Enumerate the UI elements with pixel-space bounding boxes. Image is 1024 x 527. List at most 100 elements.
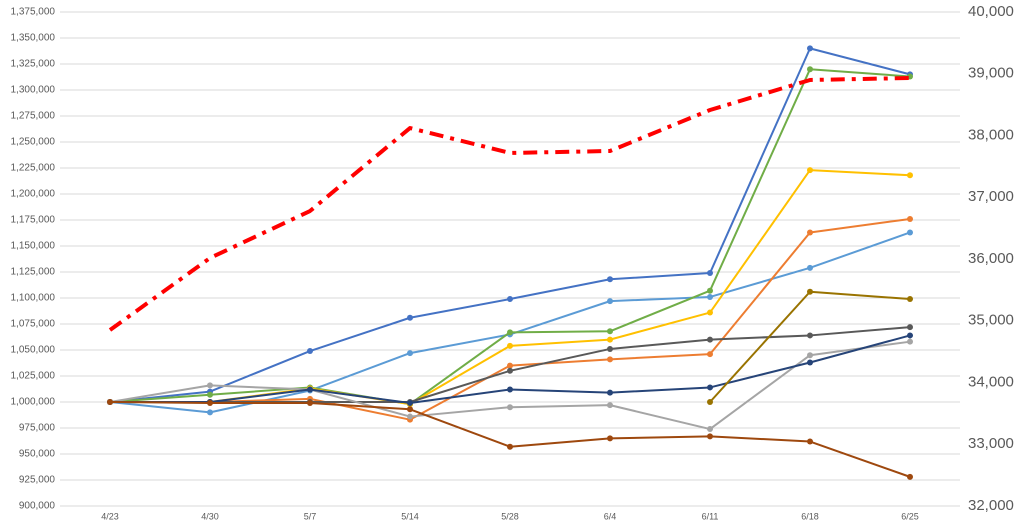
point — [807, 229, 813, 236]
point — [907, 229, 913, 236]
series-line — [109, 68, 911, 406]
y2-tick-label: 34,000 — [968, 373, 1014, 390]
y-tick-label: 1,075,000 — [11, 319, 56, 330]
y-tick-label: 1,225,000 — [11, 163, 56, 174]
y-tick-label: 1,025,000 — [11, 371, 56, 382]
point — [707, 384, 713, 391]
x-tick-label: 4/23 — [101, 511, 119, 521]
point — [407, 314, 413, 321]
point — [307, 400, 313, 407]
series-line — [109, 340, 911, 431]
y2-tick-label: 39,000 — [968, 65, 1014, 82]
y2-tick-label: 37,000 — [968, 188, 1014, 205]
point — [807, 288, 813, 295]
y2-tick-label: 40,000 — [968, 3, 1014, 20]
point — [607, 402, 613, 409]
point — [507, 367, 513, 374]
point — [607, 336, 613, 343]
point — [607, 345, 613, 352]
y-tick-label: 1,275,000 — [11, 111, 56, 122]
x-tick-label: 6/25 — [901, 511, 919, 521]
y-tick-label: 925,000 — [19, 475, 56, 486]
y-tick-label: 1,250,000 — [11, 137, 56, 148]
point — [607, 389, 613, 396]
x-tick-label: 5/14 — [401, 511, 419, 521]
point — [907, 172, 913, 179]
y-tick-label: 1,150,000 — [11, 241, 56, 252]
point — [607, 328, 613, 335]
y-tick-label: 1,350,000 — [11, 33, 56, 44]
y-tick-label: 1,000,000 — [11, 397, 56, 408]
point — [707, 426, 713, 433]
point — [307, 348, 313, 355]
x-tick-label: 6/11 — [702, 511, 719, 521]
x-tick-label: 6/4 — [604, 511, 617, 521]
y2-tick-label: 35,000 — [968, 312, 1014, 329]
series-line — [709, 290, 911, 403]
y-tick-label: 1,300,000 — [11, 85, 56, 96]
point — [807, 352, 813, 359]
y-tick-label: 1,325,000 — [11, 59, 56, 70]
point — [307, 386, 313, 393]
point — [407, 350, 413, 357]
point — [707, 309, 713, 316]
point — [407, 400, 413, 407]
point — [507, 362, 513, 369]
y-tick-label: 900,000 — [19, 501, 56, 512]
point — [207, 409, 213, 416]
point — [507, 443, 513, 450]
point — [707, 399, 713, 405]
point — [607, 298, 613, 305]
point — [907, 324, 913, 331]
y2-tick-label: 32,000 — [968, 497, 1014, 514]
y2-tick-label: 38,000 — [968, 126, 1014, 143]
x-tick-label: 4/30 — [201, 511, 219, 521]
point — [907, 296, 913, 303]
point — [807, 264, 813, 271]
series-line — [108, 76, 911, 332]
point — [707, 287, 713, 294]
point — [207, 382, 213, 389]
y-tick-label: 1,050,000 — [11, 345, 56, 356]
y2-tick-label: 33,000 — [968, 435, 1014, 452]
series-line — [109, 47, 911, 403]
point — [807, 66, 813, 73]
y-tick-label: 1,175,000 — [11, 215, 56, 226]
point — [807, 359, 813, 366]
y-tick-label: 1,375,000 — [11, 7, 56, 18]
point — [807, 167, 813, 174]
point — [507, 329, 513, 336]
point — [707, 270, 713, 277]
point — [907, 338, 913, 345]
point — [507, 296, 513, 303]
point — [707, 433, 713, 440]
point — [807, 438, 813, 445]
point — [407, 406, 413, 413]
x-tick-label: 5/28 — [501, 511, 519, 521]
point — [707, 336, 713, 343]
y-tick-label: 1,125,000 — [11, 267, 56, 278]
y-tick-label: 975,000 — [19, 423, 56, 434]
y-tick-label: 1,100,000 — [11, 293, 56, 304]
y-tick-label: 1,200,000 — [11, 189, 56, 200]
series-line — [109, 401, 911, 478]
point — [107, 399, 113, 405]
point — [607, 435, 613, 442]
point — [507, 386, 513, 393]
point — [707, 351, 713, 358]
point — [707, 293, 713, 300]
y2-tick-label: 36,000 — [968, 250, 1014, 267]
point — [507, 404, 513, 411]
point — [207, 400, 213, 407]
x-tick-label: 6/18 — [801, 511, 819, 521]
point — [907, 332, 913, 339]
point — [807, 45, 813, 52]
point — [507, 342, 513, 349]
point — [807, 332, 813, 339]
point — [607, 356, 613, 363]
point — [607, 276, 613, 283]
y-tick-label: 950,000 — [19, 449, 56, 460]
point — [407, 413, 413, 420]
point — [907, 473, 913, 480]
